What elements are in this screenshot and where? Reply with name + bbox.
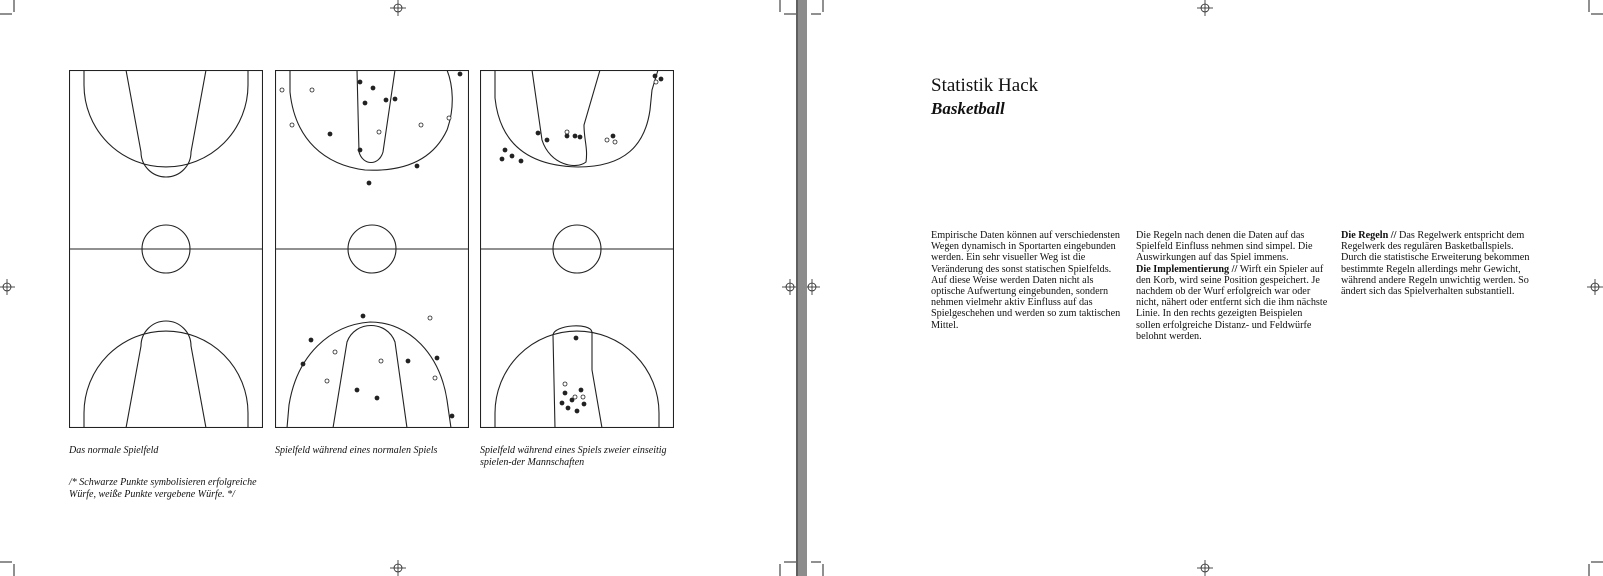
registration-mark-left (807, 279, 820, 295)
column-2-intro: Die Regeln nach denen die Daten auf das … (1136, 230, 1313, 264)
text-column-2: Die Regeln nach denen die Daten auf das … (1136, 230, 1328, 342)
column-1-text: Empirische Daten können auf verschiedens… (931, 230, 1121, 331)
figure-caption-1: Das normale Spielfeld (69, 445, 159, 456)
registration-mark-left (0, 279, 15, 295)
right-page-marks (807, 0, 1603, 576)
court-diagram-normal-game (275, 70, 469, 428)
court-diagram-one-sided-game (480, 70, 674, 428)
left-page-marks (0, 0, 796, 576)
figure-caption-2: Spielfeld während eines normalen Spiels (275, 445, 438, 456)
registration-mark-right (782, 279, 796, 295)
book-spine (796, 0, 807, 576)
left-page: Das normale Spielfeld Spielfeld während … (0, 0, 796, 576)
right-page: Statistik Hack Basketball Empirische Dat… (807, 0, 1603, 576)
text-column-3: Die Regeln // Das Regelwerk entspricht d… (1341, 230, 1533, 297)
column-3-text: Das Regelwerk entspricht dem Regelwerk d… (1341, 230, 1530, 298)
page-subtitle: Basketball (931, 99, 1005, 118)
shot-points (279, 71, 463, 419)
spine-edge (796, 0, 798, 576)
registration-mark-bottom (390, 560, 406, 576)
registration-mark-right (1587, 279, 1603, 295)
registration-mark-bottom (1197, 560, 1213, 576)
column-3-lead: Die Regeln // (1341, 230, 1397, 241)
column-2-lead: Die Implementierung // (1136, 263, 1238, 275)
page-title: Statistik Hack (931, 75, 1039, 96)
column-2-text: Wirft ein Spieler auf den Korb, wird sei… (1136, 263, 1328, 342)
court-diagram-normal (69, 70, 263, 428)
figure-caption-3: Spielfeld während eines Spiels zweier ei… (480, 445, 667, 468)
registration-mark-top (390, 0, 406, 16)
footnote: /* Schwarze Punkte symbolisieren erfolgr… (69, 477, 257, 500)
registration-mark-top (1197, 0, 1213, 16)
text-column-1: Empirische Daten können auf verschiedens… (931, 230, 1123, 331)
shot-points (499, 73, 664, 414)
